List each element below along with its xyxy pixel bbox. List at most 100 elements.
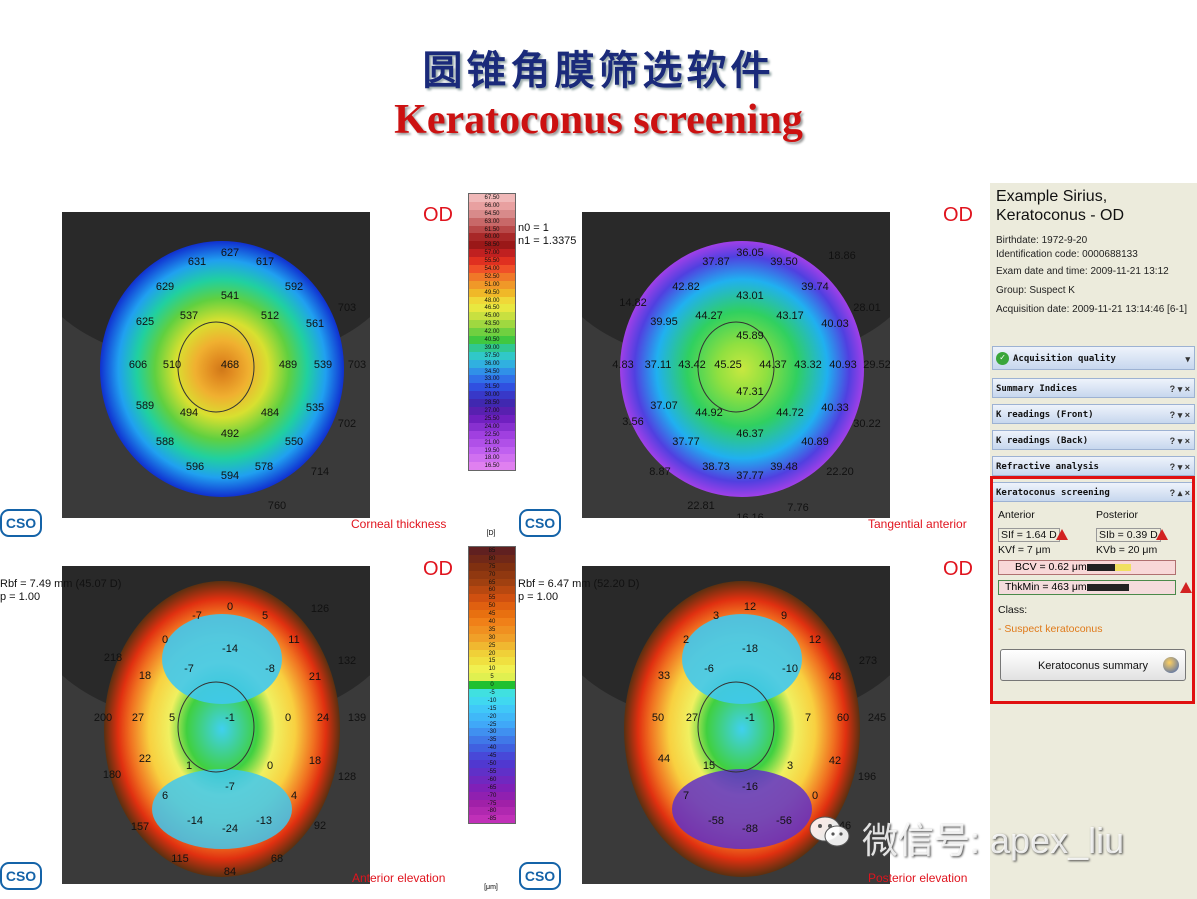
map-value: -56: [776, 815, 792, 827]
posterior-heading: Posterior: [1096, 509, 1139, 521]
map-value: 45.25: [714, 359, 742, 371]
scale-step: 15: [469, 657, 515, 666]
section-k-readings-front[interactable]: K readings (Front) ? ▾ ×: [992, 404, 1195, 424]
map-value: -1: [225, 712, 235, 724]
chevron-down-icon[interactable]: ▾: [1177, 436, 1183, 446]
map-value: 37.77: [672, 436, 700, 448]
section-k-readings-back[interactable]: K readings (Back) ? ▾ ×: [992, 430, 1195, 450]
map-value: 484: [260, 407, 280, 419]
keratoconus-summary-button[interactable]: Keratoconus summary: [1000, 649, 1186, 681]
map-value: 1: [185, 760, 193, 772]
chevron-down-icon[interactable]: ▾: [1185, 354, 1190, 364]
thkmin-value: ThkMin = 463 μm: [1005, 581, 1087, 593]
scale-step: 18.00: [469, 454, 515, 463]
map-value: -7: [225, 781, 235, 793]
map-value: 512: [260, 310, 280, 322]
scale-step: 61.50: [469, 225, 515, 234]
map-value: 44.27: [695, 310, 723, 322]
section-summary-indices[interactable]: Summary Indices ? ▾ ×: [992, 378, 1195, 398]
posterior-bfs-params: Rbf = 6.47 mm (52.20 D) p = 1.00: [518, 578, 639, 604]
help-icon[interactable]: ?: [1169, 410, 1176, 420]
acquisition-date: Acquisition date: 2009-11-21 13:14:46 [6…: [996, 304, 1188, 315]
map-posterior-elevation[interactable]: 12 3 9 2 12 -18 273 33 -6 -10 48 50 27 -1 7 60 245 44 15 3 4…: [582, 566, 890, 884]
scale-step: 51.00: [469, 280, 515, 289]
scale-step: 35: [469, 625, 515, 634]
map-value: 115: [171, 853, 189, 865]
section-acquisition-quality[interactable]: ✓ Acquisition quality ▾: [992, 346, 1195, 370]
map-value: 126: [310, 603, 330, 615]
caption-corneal-thickness: Corneal thickness: [351, 517, 447, 531]
map-value: 627: [220, 247, 240, 259]
scale-step: -50: [469, 760, 515, 768]
map-value: 45.89: [736, 330, 764, 342]
scale-step: 37.50: [469, 351, 515, 360]
map-value: -10: [782, 663, 798, 675]
map-graphic: [62, 566, 370, 884]
map-value: 550: [284, 436, 304, 448]
close-icon[interactable]: ×: [1184, 462, 1190, 472]
close-icon[interactable]: ×: [1184, 488, 1190, 498]
map-value: 29.52: [863, 359, 890, 371]
map-corneal-thickness[interactable]: 631 627 617 629 592 541 537 512 625 561 703 606 510 4…: [62, 212, 370, 518]
map-value: 180: [102, 769, 122, 781]
map-anterior-elevation[interactable]: 0 -7 5 126 0 11 -14 218 132 18 -7 -8 21 200 27 5 -1 0 24 13…: [62, 566, 370, 884]
chevron-up-icon[interactable]: ▴: [1177, 488, 1183, 498]
scale-step: 75: [469, 562, 515, 571]
map-value: -18: [742, 643, 758, 655]
scale-step: 0: [469, 681, 515, 690]
close-icon[interactable]: ×: [1184, 384, 1190, 394]
map-value: 4.83: [612, 359, 634, 371]
map-value: 18: [308, 755, 322, 767]
help-icon[interactable]: ?: [1169, 436, 1176, 446]
map-value: 535: [305, 402, 325, 414]
map-value: 37.77: [736, 470, 764, 482]
help-icon[interactable]: ?: [1169, 488, 1176, 498]
scale-step: -60: [469, 775, 515, 784]
scale-step: -85: [469, 815, 515, 824]
scale-step: 19.50: [469, 446, 515, 455]
map-value: 27: [685, 712, 699, 724]
scale-step: 48.00: [469, 296, 515, 305]
scale-step: 5: [469, 673, 515, 682]
map-value: 3: [786, 760, 794, 772]
map-value: -7: [184, 663, 194, 675]
help-icon[interactable]: ?: [1169, 384, 1176, 394]
map-value: 468: [220, 359, 240, 371]
elevation-color-scale: 85 80 75 70 65 60 55 50 45 40 35 30 25 20 15 10 5 0 -5 -10-…: [468, 546, 516, 825]
map-value: -8: [265, 663, 275, 675]
map-value: 2: [682, 634, 690, 646]
map-value: 40.33: [821, 402, 849, 414]
bcv-value: BCV = 0.62 μm: [1015, 561, 1087, 573]
section-keratoconus-screening[interactable]: Keratoconus screening ? ▴ ×: [992, 482, 1195, 502]
map-value: 5: [261, 610, 269, 622]
map-value: 92: [313, 820, 327, 832]
map-value: -6: [704, 663, 714, 675]
exam-datetime: Exam date and time: 2009-11-21 13:12: [996, 266, 1169, 277]
scale-step: 60.00: [469, 233, 515, 242]
scale-step: -70: [469, 791, 515, 800]
map-value: 537: [179, 310, 199, 322]
map-value: 68: [270, 853, 284, 865]
map-tangential-anterior[interactable]: 36.05 37.87 39.50 18.86 42.82 39.74 43.01 14.82…: [582, 212, 890, 518]
scale-step: 28.50: [469, 399, 515, 408]
chevron-down-icon[interactable]: ▾: [1177, 410, 1183, 420]
close-icon[interactable]: ×: [1184, 436, 1190, 446]
close-icon[interactable]: ×: [1184, 410, 1190, 420]
map-value: 44: [657, 753, 671, 765]
chevron-down-icon[interactable]: ▾: [1177, 462, 1183, 472]
chevron-down-icon[interactable]: ▾: [1177, 384, 1183, 394]
map-value: 28.01: [853, 302, 881, 314]
scale-step: 66.00: [469, 201, 515, 210]
scale-step: -35: [469, 736, 515, 745]
scale-step: 22.50: [469, 430, 515, 439]
map-value: 3: [712, 610, 720, 622]
map-value: 22: [138, 753, 152, 765]
map-value: 39.50: [770, 256, 798, 268]
help-icon[interactable]: ?: [1169, 462, 1176, 472]
map-value: 561: [305, 318, 325, 330]
od-label-thickness: OD: [423, 204, 453, 226]
thkmin-bar: ThkMin = 463 μm: [998, 580, 1176, 595]
param-n1: n1 = 1.3375: [518, 235, 577, 247]
scale-step: 42.00: [469, 328, 515, 337]
section-refractive-analysis[interactable]: Refractive analysis ? ▾ ×: [992, 456, 1195, 476]
